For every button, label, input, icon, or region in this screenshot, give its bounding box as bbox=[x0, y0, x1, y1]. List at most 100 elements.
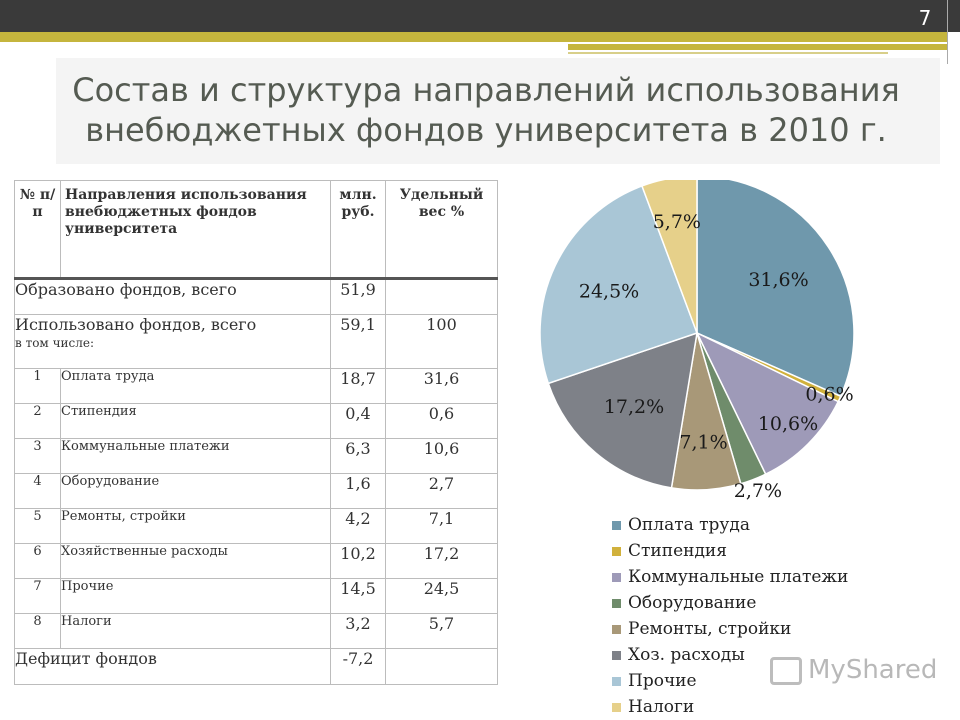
row-share: 2,7 bbox=[385, 473, 498, 509]
row-amount: 18,7 bbox=[330, 368, 386, 404]
row-label: Оплата труда bbox=[60, 368, 331, 404]
header-num: № п/п bbox=[14, 180, 61, 280]
row-amount: 0,4 bbox=[330, 403, 386, 439]
legend-swatch bbox=[612, 599, 621, 608]
legend-item: Оборудование bbox=[612, 590, 848, 616]
row-amount: 3,2 bbox=[330, 613, 386, 649]
row-amount: 14,5 bbox=[330, 578, 386, 614]
row-number: 3 bbox=[14, 438, 61, 474]
deficit-row: Дефицит фондов -7,2 bbox=[14, 648, 498, 685]
row-amount: 10,2 bbox=[330, 543, 386, 579]
row-number: 7 bbox=[14, 578, 61, 614]
legend-item: Стипендия bbox=[612, 538, 848, 564]
pie-slice bbox=[547, 331, 698, 489]
row-amount: 4,2 bbox=[330, 508, 386, 544]
legend-label: Коммунальные платежи bbox=[628, 567, 849, 587]
legend-swatch bbox=[612, 573, 621, 582]
legend-swatch bbox=[612, 521, 621, 530]
table-row: 7 Прочие 14,5 24,5 bbox=[14, 578, 498, 614]
row-share: 10,6 bbox=[385, 438, 498, 474]
row-label: Прочие bbox=[60, 578, 331, 614]
header-amount: млн. руб. bbox=[330, 180, 386, 280]
table-row: 2 Стипендия 0,4 0,6 bbox=[14, 403, 498, 439]
formed-row: Образовано фондов, всего 51,9 bbox=[14, 278, 498, 315]
gold-stripe bbox=[0, 32, 948, 42]
legend-item: Хоз. расходы bbox=[612, 642, 848, 668]
row-share: 31,6 bbox=[385, 368, 498, 404]
row-number: 2 bbox=[14, 403, 61, 439]
legend-item: Налоги bbox=[612, 694, 848, 720]
table-row: 3 Коммунальные платежи 6,3 10,6 bbox=[14, 438, 498, 474]
header-share: Удельный вес % bbox=[385, 180, 498, 280]
pie-slice bbox=[641, 180, 698, 334]
legend-swatch bbox=[612, 703, 621, 712]
row-number: 1 bbox=[14, 368, 61, 404]
used-row: Использовано фондов, всего в том числе: … bbox=[14, 314, 498, 369]
row-label: Коммунальные платежи bbox=[60, 438, 331, 474]
row-label: Оборудование bbox=[60, 473, 331, 509]
legend-label: Хоз. расходы bbox=[628, 645, 745, 665]
row-amount: 6,3 bbox=[330, 438, 386, 474]
table-row: 1 Оплата труда 18,7 31,6 bbox=[14, 368, 498, 404]
chart-legend: Оплата труда Стипендия Коммунальные платеж… bbox=[612, 512, 848, 720]
page-number: 7 bbox=[918, 6, 932, 30]
gold-stripe-short bbox=[568, 44, 948, 50]
table-row: 6 Хозяйственные расходы 10,2 17,2 bbox=[14, 543, 498, 579]
legend-label: Ремонты, стройки bbox=[628, 619, 792, 639]
formed-share bbox=[385, 278, 498, 315]
row-share: 0,6 bbox=[385, 403, 498, 439]
row-number: 4 bbox=[14, 473, 61, 509]
legend-swatch bbox=[612, 651, 621, 660]
row-label: Ремонты, стройки bbox=[60, 508, 331, 544]
watermark: MyShared bbox=[770, 655, 937, 685]
title-line-2: внебюджетных фондов университета в 2010 … bbox=[85, 111, 887, 149]
row-number: 8 bbox=[14, 613, 61, 649]
legend-swatch bbox=[612, 625, 621, 634]
pie-slice bbox=[695, 331, 840, 476]
legend-swatch bbox=[612, 547, 621, 556]
slice-label: 31,6% bbox=[748, 269, 808, 291]
used-note: в том числе: bbox=[15, 336, 95, 350]
thin-stripe bbox=[568, 52, 888, 54]
watermark-icon bbox=[770, 656, 802, 685]
data-table: № п/п Направления использования внебюдже… bbox=[14, 180, 498, 685]
deficit-amount: -7,2 bbox=[330, 648, 386, 685]
row-share: 7,1 bbox=[385, 508, 498, 544]
table-row: 8 Налоги 3,2 5,7 bbox=[14, 613, 498, 649]
row-label: Налоги bbox=[60, 613, 331, 649]
slice-label: 0,6% bbox=[805, 383, 853, 405]
deficit-share bbox=[385, 648, 498, 685]
divider-line bbox=[947, 0, 948, 64]
slice-label: 7,1% bbox=[679, 432, 727, 454]
row-share: 5,7 bbox=[385, 613, 498, 649]
legend-item: Оплата труда bbox=[612, 512, 848, 538]
row-share: 17,2 bbox=[385, 543, 498, 579]
title-background bbox=[56, 58, 940, 164]
pie-chart: 31,6% 0,6% 10,6% 2,7% 7,1% 17,2% 24,5% 5,7% bbox=[539, 180, 855, 502]
legend-label: Налоги bbox=[628, 697, 695, 717]
legend-label: Стипендия bbox=[628, 541, 727, 561]
table-row: 4 Оборудование 1,6 2,7 bbox=[14, 473, 498, 509]
row-amount: 1,6 bbox=[330, 473, 386, 509]
row-number: 6 bbox=[14, 543, 61, 579]
deficit-label: Дефицит фондов bbox=[14, 648, 331, 685]
slice-label: 2,7% bbox=[734, 480, 782, 502]
pie-slice bbox=[696, 180, 855, 398]
legend-item: Ремонты, стройки bbox=[612, 616, 848, 642]
row-label: Хозяйственные расходы bbox=[60, 543, 331, 579]
legend-label: Оплата труда bbox=[628, 515, 751, 535]
formed-label: Образовано фондов, всего bbox=[14, 278, 331, 315]
slice-label: 10,6% bbox=[758, 413, 818, 435]
row-number: 5 bbox=[14, 508, 61, 544]
legend-swatch bbox=[612, 677, 621, 686]
used-cell: Использовано фондов, всего в том числе: bbox=[14, 314, 331, 369]
slice-label: 5,7% bbox=[653, 211, 701, 233]
used-amount: 59,1 bbox=[330, 314, 386, 369]
watermark-text: MyShared bbox=[808, 655, 938, 685]
slide-title: Состав и структура направлений использов… bbox=[56, 70, 916, 150]
row-label: Стипендия bbox=[60, 403, 331, 439]
pie-slice bbox=[539, 184, 698, 385]
slice-label: 24,5% bbox=[579, 280, 639, 302]
title-line-1: Состав и структура направлений использов… bbox=[72, 71, 900, 109]
used-label: Использовано фондов, всего bbox=[15, 315, 257, 334]
